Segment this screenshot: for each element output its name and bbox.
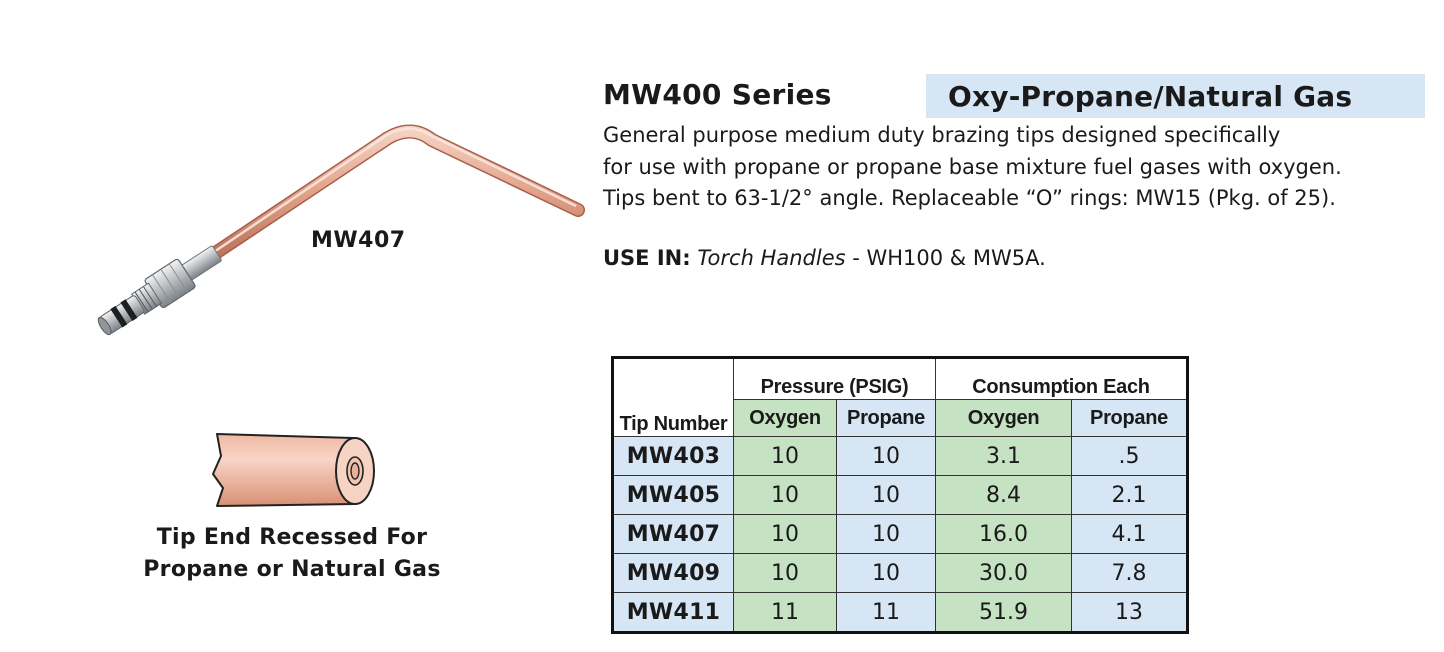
tip-number-cell: MW405 [612, 475, 734, 515]
pressure-oxygen-cell: 10 [733, 436, 837, 476]
torch-handles-label: Torch Handles [697, 246, 846, 270]
consumption-propane-cell: 2.1 [1071, 475, 1188, 515]
pressure-propane-cell: 10 [836, 553, 936, 593]
torch-handles-value: - WH100 & MW5A. [845, 246, 1046, 270]
caption-line-2: Propane or Natural Gas [143, 557, 441, 582]
caption-line-1: Tip End Recessed For [156, 525, 428, 550]
table-row: MW411 11 11 51.9 13 [612, 592, 1188, 633]
pressure-oxygen-cell: 10 [733, 475, 837, 515]
consumption-oxygen-cell: 30.0 [935, 553, 1072, 593]
tip-number-cell: MW411 [612, 592, 734, 633]
model-label: MW407 [311, 228, 406, 253]
table-row: MW403 10 10 3.1 .5 [612, 436, 1188, 476]
header-consumption-propane: Propane [1071, 399, 1188, 437]
pressure-oxygen-cell: 11 [733, 592, 837, 633]
consumption-propane-cell: 4.1 [1071, 514, 1188, 554]
pressure-propane-cell: 10 [836, 514, 936, 554]
series-title: MW400 Series [603, 78, 832, 111]
torch-tip-illustration [97, 124, 585, 336]
tip-end-caption: Tip End Recessed For Propane or Natural … [100, 522, 484, 586]
table-row: MW409 10 10 30.0 7.8 [612, 553, 1188, 593]
description-line-2: for use with propane or propane base mix… [603, 154, 1342, 179]
tip-number-cell: MW409 [612, 553, 734, 593]
product-description: General purpose medium duty brazing tips… [603, 120, 1342, 215]
consumption-oxygen-cell: 51.9 [935, 592, 1072, 633]
consumption-oxygen-cell: 8.4 [935, 475, 1072, 515]
gas-type-banner: Oxy-Propane/Natural Gas [926, 74, 1425, 118]
header-consumption: Consumption Each [935, 357, 1188, 400]
header-pressure-propane: Propane [836, 399, 936, 437]
consumption-propane-cell: .5 [1071, 436, 1188, 476]
header-tip-number: Tip Number [612, 357, 734, 437]
consumption-propane-cell: 13 [1071, 592, 1188, 633]
pressure-propane-cell: 10 [836, 475, 936, 515]
use-in-label: USE IN: [603, 246, 691, 270]
tip-number-cell: MW407 [612, 514, 734, 554]
table-row: MW405 10 10 8.4 2.1 [612, 475, 1188, 515]
header-consumption-oxygen: Oxygen [935, 399, 1072, 437]
use-in-line: USE IN: Torch Handles - WH100 & MW5A. [603, 246, 1046, 270]
consumption-oxygen-cell: 16.0 [935, 514, 1072, 554]
description-line-3: Tips bent to 63-1/2° angle. Replaceable … [603, 186, 1336, 210]
tip-number-cell: MW403 [612, 436, 734, 476]
consumption-propane-cell: 7.8 [1071, 553, 1188, 593]
header-pressure: Pressure (PSIG) [733, 357, 936, 400]
pressure-oxygen-cell: 10 [733, 553, 837, 593]
tip-end-illustration [212, 433, 375, 507]
pressure-propane-cell: 10 [836, 436, 936, 476]
description-line-1: General purpose medium duty brazing tips… [603, 123, 1281, 147]
header-pressure-oxygen: Oxygen [733, 399, 837, 437]
pressure-oxygen-cell: 10 [733, 514, 837, 554]
table-row: MW407 10 10 16.0 4.1 [612, 514, 1188, 554]
tip-spec-table: Tip Number Pressure (PSIG) Consumption E… [611, 356, 1189, 634]
pressure-propane-cell: 11 [836, 592, 936, 633]
consumption-oxygen-cell: 3.1 [935, 436, 1072, 476]
